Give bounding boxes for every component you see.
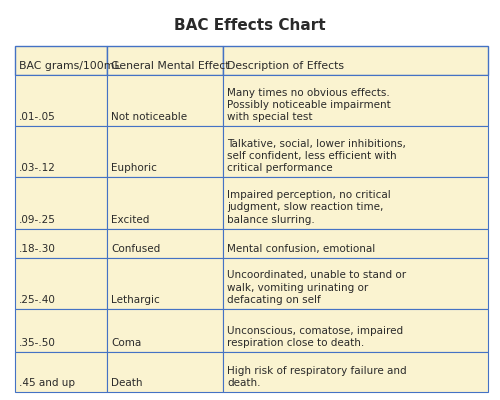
Text: Description of Effects: Description of Effects bbox=[227, 62, 344, 72]
Text: Death: Death bbox=[111, 378, 142, 388]
Bar bbox=[107, 228, 223, 258]
Bar bbox=[107, 46, 223, 76]
Text: Lethargic: Lethargic bbox=[111, 295, 160, 305]
Bar bbox=[15, 309, 107, 352]
Text: High risk of respiratory failure and
death.: High risk of respiratory failure and dea… bbox=[227, 366, 406, 388]
Text: Confused: Confused bbox=[111, 244, 160, 254]
Bar bbox=[223, 178, 487, 228]
Text: Mental confusion, emotional: Mental confusion, emotional bbox=[227, 244, 375, 254]
Bar bbox=[107, 76, 223, 126]
Bar bbox=[223, 46, 487, 76]
Bar bbox=[15, 126, 107, 178]
Text: .03-.12: .03-.12 bbox=[19, 164, 56, 174]
Text: General Mental Effect: General Mental Effect bbox=[111, 62, 230, 72]
Bar bbox=[223, 76, 487, 126]
Bar bbox=[223, 352, 487, 392]
Text: Unconscious, comatose, impaired
respiration close to death.: Unconscious, comatose, impaired respirat… bbox=[227, 326, 403, 348]
Text: .09-.25: .09-.25 bbox=[19, 214, 56, 224]
Bar bbox=[15, 178, 107, 228]
Text: .18-.30: .18-.30 bbox=[19, 244, 56, 254]
Text: Not noticeable: Not noticeable bbox=[111, 112, 188, 122]
Text: .25-.40: .25-.40 bbox=[19, 295, 56, 305]
Text: Talkative, social, lower inhibitions,
self confident, less efficient with
critic: Talkative, social, lower inhibitions, se… bbox=[227, 139, 406, 174]
Bar bbox=[15, 258, 107, 309]
Bar bbox=[223, 126, 487, 178]
Bar bbox=[15, 228, 107, 258]
Text: Euphoric: Euphoric bbox=[111, 164, 157, 174]
Text: Many times no obvious effects.
Possibly noticeable impairment
with special test: Many times no obvious effects. Possibly … bbox=[227, 88, 390, 122]
Bar bbox=[15, 352, 107, 392]
Text: .45 and up: .45 and up bbox=[19, 378, 75, 388]
Bar bbox=[107, 352, 223, 392]
Text: BAC Effects Chart: BAC Effects Chart bbox=[174, 18, 326, 33]
Bar bbox=[107, 309, 223, 352]
Text: BAC grams/100mL: BAC grams/100mL bbox=[19, 62, 120, 72]
Text: .35-.50: .35-.50 bbox=[19, 338, 56, 348]
Text: Uncoordinated, unable to stand or
walk, vomiting urinating or
defacating on self: Uncoordinated, unable to stand or walk, … bbox=[227, 270, 406, 305]
Text: Excited: Excited bbox=[111, 214, 150, 224]
Bar bbox=[107, 126, 223, 178]
Bar bbox=[223, 228, 487, 258]
Bar bbox=[15, 46, 107, 76]
Text: .01-.05: .01-.05 bbox=[19, 112, 56, 122]
Bar bbox=[223, 258, 487, 309]
Bar bbox=[107, 178, 223, 228]
Bar bbox=[223, 309, 487, 352]
Text: Impaired perception, no critical
judgment, slow reaction time,
balance slurring.: Impaired perception, no critical judgmen… bbox=[227, 190, 390, 224]
Text: Coma: Coma bbox=[111, 338, 142, 348]
Bar bbox=[107, 258, 223, 309]
Bar bbox=[15, 76, 107, 126]
